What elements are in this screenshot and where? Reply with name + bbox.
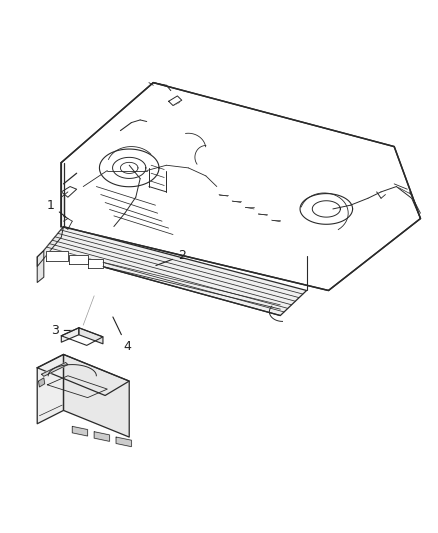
Polygon shape [69,255,88,264]
Polygon shape [94,432,110,441]
Polygon shape [88,259,103,268]
Polygon shape [37,354,129,395]
Text: 4: 4 [113,317,131,353]
Polygon shape [46,251,68,261]
Polygon shape [72,426,88,436]
Polygon shape [61,328,79,342]
Text: 3: 3 [51,324,74,337]
Polygon shape [44,227,307,316]
Text: 1: 1 [46,199,66,217]
Polygon shape [37,251,44,282]
Polygon shape [79,328,103,344]
Polygon shape [61,328,103,345]
Polygon shape [169,96,182,106]
Polygon shape [61,83,420,290]
Polygon shape [39,378,45,387]
Polygon shape [64,354,129,437]
Text: 2: 2 [156,249,186,265]
Polygon shape [61,187,77,197]
Polygon shape [116,437,131,447]
Polygon shape [37,227,64,266]
Polygon shape [37,354,64,424]
Polygon shape [42,362,68,376]
